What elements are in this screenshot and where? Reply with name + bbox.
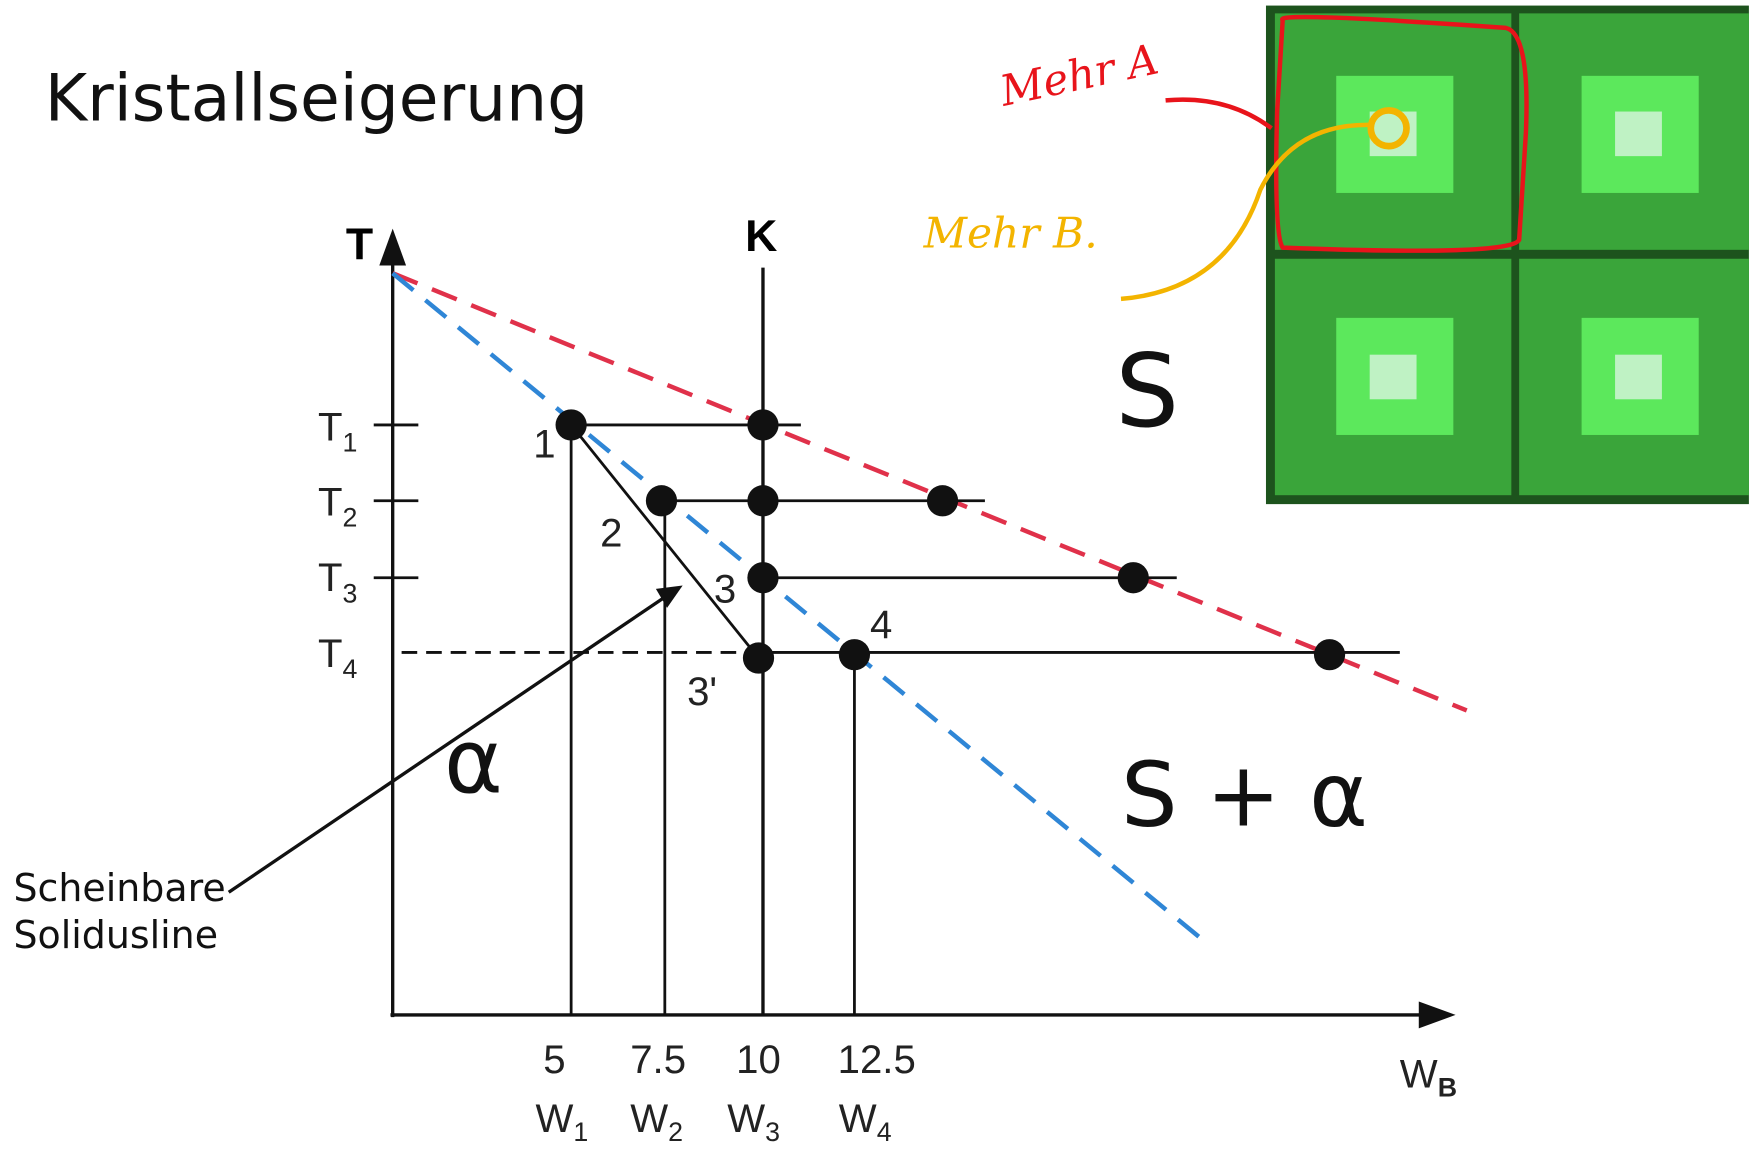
temp-label: T3 [318, 555, 357, 608]
temp-label: T1 [318, 405, 357, 458]
x-value: 5 [543, 1037, 565, 1082]
x-label: W2 [630, 1096, 683, 1147]
x-value: 12.5 [838, 1037, 916, 1082]
point-label: 4 [870, 602, 892, 647]
point-label: 1 [533, 421, 555, 466]
x-label: W3 [727, 1096, 780, 1147]
temp-label: T4 [318, 631, 358, 684]
region-label: S [1115, 333, 1179, 450]
title: Kristallseigerung [45, 61, 589, 136]
slide: Kristallseigerung Mehr A Mehr B. T K WB [0, 0, 1749, 1151]
point-label: 3' [687, 669, 717, 714]
solidus-line [393, 273, 1199, 937]
annotation: Solidusline [13, 913, 218, 957]
x-axis-label: WB [1400, 1051, 1457, 1102]
x-label: W1 [535, 1096, 588, 1147]
point-label: 3 [714, 566, 736, 611]
arrow-head [656, 586, 683, 608]
x-value: 10 [736, 1037, 781, 1082]
x-value: 7.5 [630, 1037, 686, 1082]
concentration-label: K [745, 212, 777, 261]
crystal-grid [1266, 6, 1749, 505]
note-yellow: Mehr B. [923, 209, 1098, 258]
note-red: Mehr A [995, 35, 1163, 116]
region-label: S + α [1121, 743, 1368, 847]
y-axis-label: T [346, 220, 373, 269]
construction-lines [374, 425, 1400, 1015]
points [556, 409, 1346, 673]
x-label: W4 [839, 1096, 892, 1147]
temp-label: T2 [318, 479, 357, 532]
annotation: Scheinbare [13, 866, 225, 910]
point-label: 2 [600, 511, 622, 556]
annotation-arrow [229, 596, 667, 893]
